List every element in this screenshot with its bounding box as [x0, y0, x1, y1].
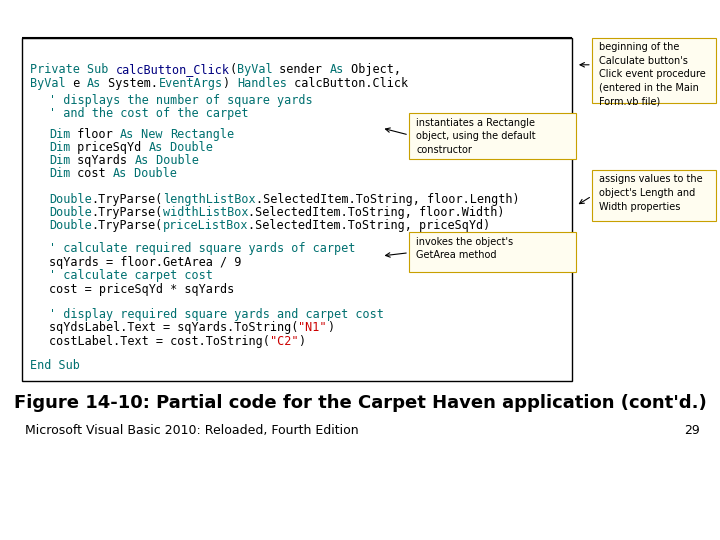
Text: beginning of the
Calculate button's
Click event procedure
(entered in the Main
F: beginning of the Calculate button's Clic… [599, 42, 706, 106]
Text: As: As [330, 63, 343, 76]
Text: As: As [149, 141, 163, 154]
Text: 29: 29 [684, 424, 700, 437]
Text: Private Sub: Private Sub [30, 63, 116, 76]
Text: "N1": "N1" [298, 321, 327, 334]
Text: Dim: Dim [49, 154, 71, 167]
Text: costLabel.Text = cost.ToString(: costLabel.Text = cost.ToString( [49, 335, 270, 348]
Text: Double: Double [49, 193, 91, 206]
Text: (: ( [230, 63, 237, 76]
Text: ' displays the number of square yards: ' displays the number of square yards [49, 94, 312, 107]
Text: .TryParse(: .TryParse( [91, 206, 163, 219]
Text: Rectangle: Rectangle [170, 128, 234, 141]
FancyBboxPatch shape [592, 38, 716, 103]
Text: .TryParse(: .TryParse( [91, 219, 163, 232]
Text: ): ) [298, 335, 305, 348]
Text: Double: Double [49, 206, 91, 219]
Text: ): ) [327, 321, 334, 334]
Text: cost = priceSqYd * sqYards: cost = priceSqYd * sqYards [49, 283, 234, 296]
Text: ' calculate required square yards of carpet: ' calculate required square yards of car… [49, 242, 356, 255]
Text: As: As [120, 128, 135, 141]
Text: ByVal: ByVal [237, 63, 272, 76]
Text: assigns values to the
object's Length and
Width properties: assigns values to the object's Length an… [599, 174, 703, 212]
Text: EventArgs: EventArgs [158, 77, 222, 90]
Text: Double: Double [127, 167, 177, 180]
Text: .SelectedItem.ToString, floor.Width): .SelectedItem.ToString, floor.Width) [248, 206, 505, 219]
Text: sqYards: sqYards [71, 154, 135, 167]
Text: "C2": "C2" [270, 335, 298, 348]
FancyBboxPatch shape [409, 113, 576, 159]
Text: priceSqYd: priceSqYd [71, 141, 149, 154]
FancyBboxPatch shape [409, 232, 576, 272]
Text: .TryParse(: .TryParse( [91, 193, 163, 206]
Text: calcButton_Click: calcButton_Click [116, 63, 230, 76]
Text: sqYdsLabel.Text = sqYards.ToString(: sqYdsLabel.Text = sqYards.ToString( [49, 321, 298, 334]
Text: As: As [135, 154, 149, 167]
Text: ): ) [222, 77, 237, 90]
Text: Dim: Dim [49, 167, 71, 180]
Text: ByVal: ByVal [30, 77, 66, 90]
Text: Figure 14-10: Partial code for the Carpet Haven application (cont'd.): Figure 14-10: Partial code for the Carpe… [14, 394, 706, 412]
Text: System.: System. [102, 77, 158, 90]
Text: Microsoft Visual Basic 2010: Reloaded, Fourth Edition: Microsoft Visual Basic 2010: Reloaded, F… [25, 424, 359, 437]
Text: New: New [135, 128, 170, 141]
Text: End Sub: End Sub [30, 359, 80, 372]
Text: ' calculate carpet cost: ' calculate carpet cost [49, 269, 213, 282]
FancyBboxPatch shape [22, 38, 572, 381]
Text: sqYards = floor.GetArea / 9: sqYards = floor.GetArea / 9 [49, 256, 241, 269]
Text: Dim: Dim [49, 128, 71, 141]
Text: ' and the cost of the carpet: ' and the cost of the carpet [49, 107, 248, 120]
Text: Double: Double [49, 219, 91, 232]
Text: e: e [66, 77, 87, 90]
Text: priceListBox: priceListBox [163, 219, 248, 232]
Text: invokes the object's
GetArea method: invokes the object's GetArea method [416, 237, 513, 260]
Text: floor: floor [71, 128, 120, 141]
FancyBboxPatch shape [592, 170, 716, 221]
Text: As: As [113, 167, 127, 180]
Text: .SelectedItem.ToString, priceSqYd): .SelectedItem.ToString, priceSqYd) [248, 219, 491, 232]
Text: Double: Double [163, 141, 213, 154]
Text: cost: cost [71, 167, 113, 180]
Text: instantiates a Rectangle
object, using the default
constructor: instantiates a Rectangle object, using t… [416, 118, 536, 155]
Text: sender: sender [272, 63, 330, 76]
Text: As: As [87, 77, 102, 90]
Text: .SelectedItem.ToString, floor.Length): .SelectedItem.ToString, floor.Length) [256, 193, 519, 206]
Text: calcButton.Click: calcButton.Click [287, 77, 408, 90]
Text: Object,: Object, [343, 63, 401, 76]
Text: Handles: Handles [237, 77, 287, 90]
Text: Dim: Dim [49, 141, 71, 154]
Text: ' display required square yards and carpet cost: ' display required square yards and carp… [49, 308, 384, 321]
Text: widthListBox: widthListBox [163, 206, 248, 219]
Text: lengthListBox: lengthListBox [163, 193, 256, 206]
Text: Double: Double [149, 154, 199, 167]
